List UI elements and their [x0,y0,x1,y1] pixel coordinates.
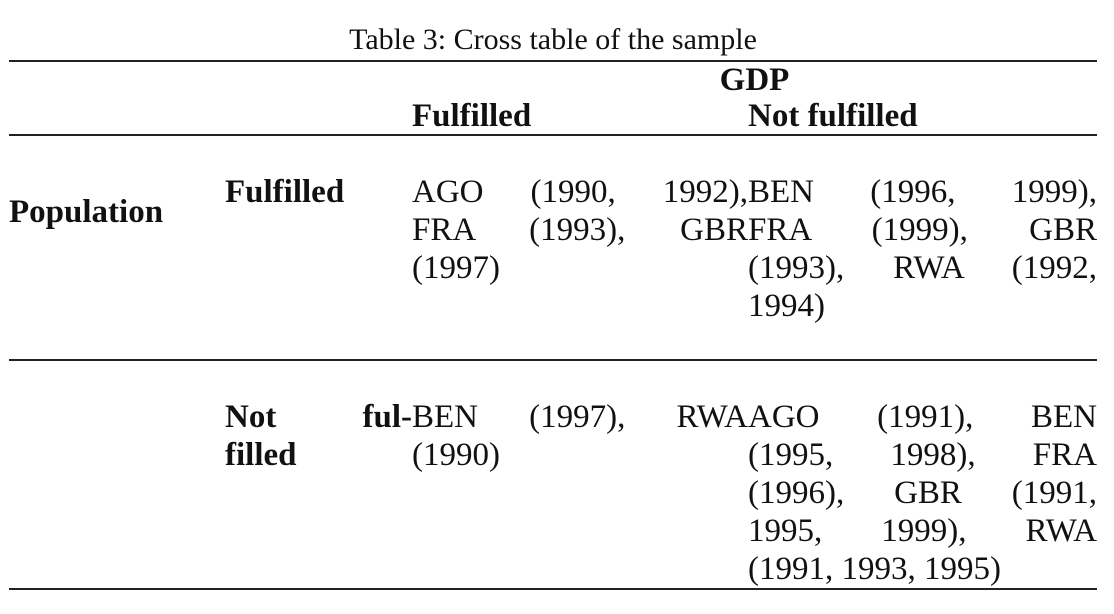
table-row: Population Fulfilled AGO (1990, 1992), FR… [9,135,1098,361]
row-group-header-population: Population [9,135,225,361]
col-group-header-gdp: GDP [719,62,790,98]
cell-population-not-fulfilled-gdp-fulfilled: BEN (1997), RWA (1990) [412,360,748,590]
cross-table: GDP Fulfilled Not fulfilled Population F… [9,60,1098,590]
row-header-fulfilled: Fulfilled [225,135,412,361]
header-row-group: GDP [9,61,1097,98]
col-header-gdp-fulfilled: Fulfilled [412,98,748,136]
header-row: Fulfilled Not fulfilled [9,98,1098,136]
table-row: Not ful-filled BEN (1997), RWA (1990) AGO… [9,360,1098,590]
spacer-cell [9,98,225,136]
cell-population-fulfilled-gdp-fulfilled: AGO (1990, 1992), FRA (1993), GBR (1997) [412,135,748,361]
spacer-cell [9,61,225,98]
cell-population-fulfilled-gdp-not-fulfilled: BEN (1996, 1999), FRA (1999), GBR (1993), … [748,135,1098,361]
col-header-gdp-not-fulfilled: Not fulfilled [748,98,1098,136]
row-header-not-fulfilled: Not ful-filled [225,360,412,590]
cell-population-not-fulfilled-gdp-not-fulfilled: AGO (1991), BEN (1995, 1998), FRA (1996), … [748,360,1098,590]
table-caption: Table 3: Cross table of the sample [349,23,757,56]
spacer-cell [9,360,225,590]
spacer-cell [225,61,412,98]
spacer-cell [225,98,412,136]
